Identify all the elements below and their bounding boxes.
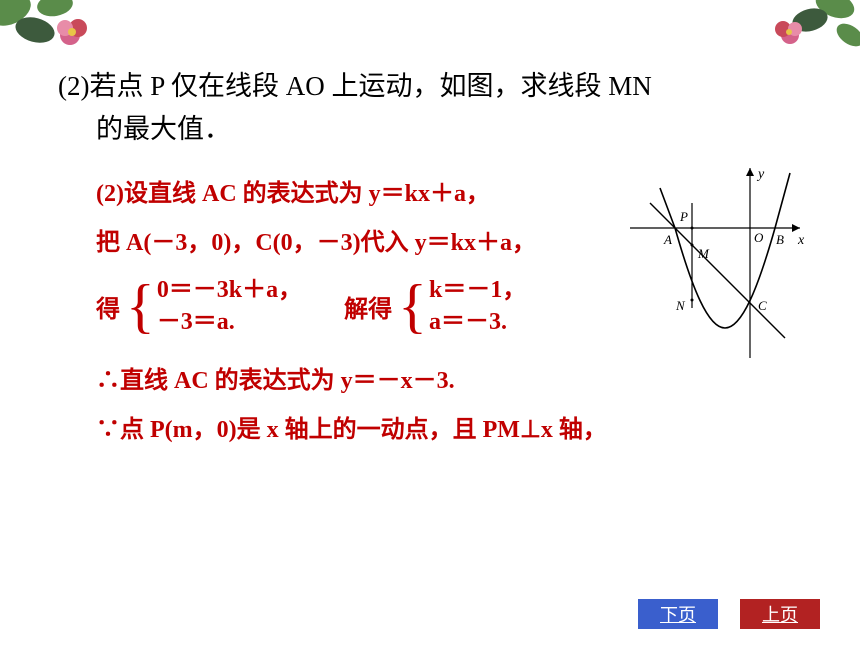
solution-line-4: ∵点 P(m，0)是 x 轴上的一动点，且 PM⊥x 轴，	[58, 409, 820, 444]
brace-lead-1: 得	[96, 289, 120, 324]
prev-page-button[interactable]: 上页	[740, 599, 820, 629]
svg-text:M: M	[697, 246, 710, 261]
next-page-button[interactable]: 下页	[638, 599, 718, 629]
svg-text:C: C	[758, 298, 767, 313]
brace-system-1: { 0＝－3k＋a， －3＝a.	[126, 271, 302, 341]
decoration-top-right	[755, 0, 860, 65]
brace1-bottom: －3＝a.	[157, 307, 302, 338]
left-brace-icon: {	[398, 271, 427, 341]
decoration-top-left	[0, 0, 120, 70]
left-brace-icon: {	[126, 271, 155, 341]
svg-text:B: B	[776, 232, 784, 247]
brace-lead-2: 解得	[344, 289, 392, 324]
svg-text:y: y	[756, 167, 765, 182]
svg-text:N: N	[675, 298, 686, 313]
svg-text:O: O	[754, 230, 764, 245]
problem-line-2: 的最大值．	[58, 108, 820, 151]
nav-buttons: 下页 上页	[638, 599, 820, 629]
brace2-bottom: a＝－3.	[429, 307, 526, 338]
brace2-top: k＝－1，	[429, 275, 526, 306]
svg-text:x: x	[797, 233, 805, 248]
brace1-top: 0＝－3k＋a，	[157, 275, 302, 306]
parabola-graph: y x O A B C P M N	[620, 158, 810, 368]
problem-line-1: (2)若点 P 仅在线段 AO 上运动，如图，求线段 MN	[58, 71, 652, 101]
brace-system-2: { k＝－1， a＝－3.	[398, 271, 526, 341]
svg-text:A: A	[663, 232, 672, 247]
problem-text: (2)若点 P 仅在线段 AO 上运动，如图，求线段 MN 的最大值．	[58, 65, 820, 151]
svg-text:P: P	[679, 209, 688, 224]
